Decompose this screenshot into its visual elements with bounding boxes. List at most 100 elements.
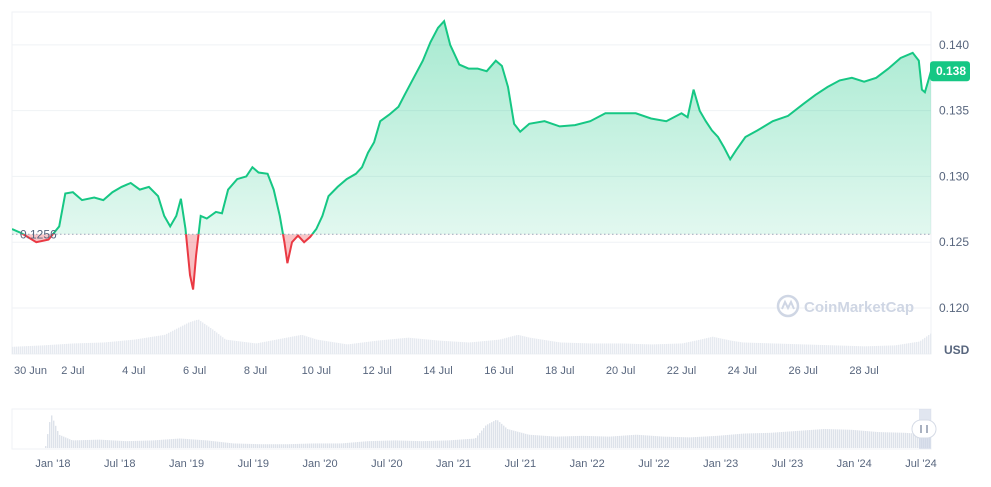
volume-bar bbox=[322, 340, 324, 354]
current-price-badge: 0.138 bbox=[930, 61, 970, 82]
volume-bar bbox=[190, 321, 192, 354]
navigator-volume-bar bbox=[289, 444, 291, 448]
volume-bar bbox=[614, 343, 616, 354]
navigator-volume-bar bbox=[851, 429, 853, 448]
volume-bar bbox=[314, 338, 316, 354]
volume-bar bbox=[816, 344, 818, 354]
volume-bar bbox=[496, 339, 498, 354]
navigator-volume-bar bbox=[909, 433, 911, 448]
navigator-volume-bar bbox=[515, 431, 517, 448]
navigator-tick-label: Jul '21 bbox=[505, 458, 536, 470]
volume-bar bbox=[844, 345, 846, 354]
volume-bar bbox=[680, 343, 682, 354]
navigator-volume-bar bbox=[533, 435, 535, 448]
navigator-volume-bar bbox=[195, 439, 197, 448]
volume-bar bbox=[868, 346, 870, 354]
volume-bar bbox=[592, 343, 594, 354]
navigator-volume-bar bbox=[583, 435, 585, 448]
volume-bar bbox=[690, 341, 692, 354]
volume-bar bbox=[898, 344, 900, 354]
navigator-volume-bar bbox=[895, 432, 897, 448]
volume-bar bbox=[718, 338, 720, 354]
volume-bar bbox=[328, 341, 330, 354]
navigator-volume-bar bbox=[785, 431, 787, 448]
volume-bar bbox=[546, 340, 548, 354]
navigator-volume-bar bbox=[747, 433, 749, 448]
navigator-volume-bar bbox=[473, 438, 475, 448]
volume-bar bbox=[464, 342, 466, 354]
volume-bar bbox=[924, 337, 926, 354]
navigator-volume-bar bbox=[365, 441, 367, 448]
volume-bar bbox=[576, 342, 578, 354]
navigator-volume-bar bbox=[871, 431, 873, 448]
navigator-volume-bar bbox=[67, 438, 69, 448]
volume-bar bbox=[486, 340, 488, 354]
navigator-volume-bar bbox=[353, 442, 355, 448]
volume-bar bbox=[618, 343, 620, 354]
navigator-volume-bar bbox=[389, 440, 391, 448]
volume-bar bbox=[846, 345, 848, 354]
navigator-volume-bar bbox=[291, 444, 293, 448]
x-tick-label: 2 Jul bbox=[61, 365, 84, 377]
navigator-volume-bar bbox=[227, 442, 229, 448]
volume-bar bbox=[582, 343, 584, 354]
navigator-volume-bar bbox=[501, 423, 503, 448]
navigator-tick-label: Jul '24 bbox=[905, 458, 936, 470]
x-tick-label: 18 Jul bbox=[545, 365, 574, 377]
volume-bar bbox=[436, 340, 438, 354]
navigator-volume-bar bbox=[503, 425, 505, 448]
navigator-volume-bar bbox=[359, 441, 361, 448]
navigator-volume-bar bbox=[397, 440, 399, 448]
volume-bar bbox=[450, 341, 452, 354]
volume-bar bbox=[842, 345, 844, 354]
x-tick-label: 24 Jul bbox=[728, 365, 757, 377]
volume-bar bbox=[602, 343, 604, 354]
volume-bar bbox=[282, 338, 284, 354]
volume-bar bbox=[570, 342, 572, 354]
volume-bar bbox=[742, 342, 744, 354]
volume-bar bbox=[382, 340, 384, 354]
volume-bar bbox=[36, 345, 38, 354]
range-navigator[interactable]: Jan '18 Jul '18 Jan '19 Jul '19 Jan '20 Jul '… bbox=[11, 408, 937, 470]
navigator-volume-bar bbox=[99, 439, 101, 448]
navigator-volume-bar bbox=[447, 440, 449, 448]
navigator-volume-bar bbox=[407, 440, 409, 448]
volume-bar bbox=[626, 343, 628, 354]
navigator-volume-bar bbox=[303, 443, 305, 448]
navigator-volume-bar bbox=[373, 440, 375, 448]
navigator-volume-bar bbox=[663, 436, 665, 448]
navigator-volume-bar bbox=[135, 440, 137, 448]
volume-bar bbox=[186, 323, 188, 354]
navigator-volume-bar bbox=[541, 435, 543, 448]
volume-bar bbox=[532, 338, 534, 354]
navigator-volume-bar bbox=[239, 443, 241, 448]
volume-bar bbox=[118, 341, 120, 354]
volume-bar bbox=[862, 346, 864, 354]
navigator-volume-bar bbox=[187, 439, 189, 448]
navigator-volume-bar bbox=[741, 433, 743, 448]
volume-bar bbox=[746, 342, 748, 354]
navigator-handle[interactable] bbox=[911, 419, 937, 439]
navigator-volume-bar bbox=[133, 440, 135, 448]
navigator-volume-bar bbox=[899, 432, 901, 448]
volume-bar bbox=[236, 340, 238, 354]
volume-bar bbox=[442, 340, 444, 354]
volume-bar bbox=[686, 342, 688, 354]
volume-bar bbox=[188, 322, 190, 354]
navigator-volume-bar bbox=[199, 439, 201, 448]
navigator-volume-bar bbox=[789, 431, 791, 448]
navigator-volume-bar bbox=[675, 436, 677, 448]
volume-bar bbox=[528, 337, 530, 354]
navigator-volume-bar bbox=[563, 436, 565, 448]
volume-bar bbox=[140, 338, 142, 354]
volume-bar bbox=[290, 336, 292, 354]
navigator-volume-bar bbox=[767, 432, 769, 448]
volume-bar bbox=[330, 341, 332, 354]
volume-bar bbox=[264, 341, 266, 354]
navigator-volume-bar bbox=[543, 435, 545, 448]
navigator-volume-bar bbox=[841, 429, 843, 448]
volume-bar bbox=[778, 343, 780, 354]
volume-bar bbox=[70, 343, 72, 354]
navigator-volume-bar bbox=[903, 432, 905, 448]
